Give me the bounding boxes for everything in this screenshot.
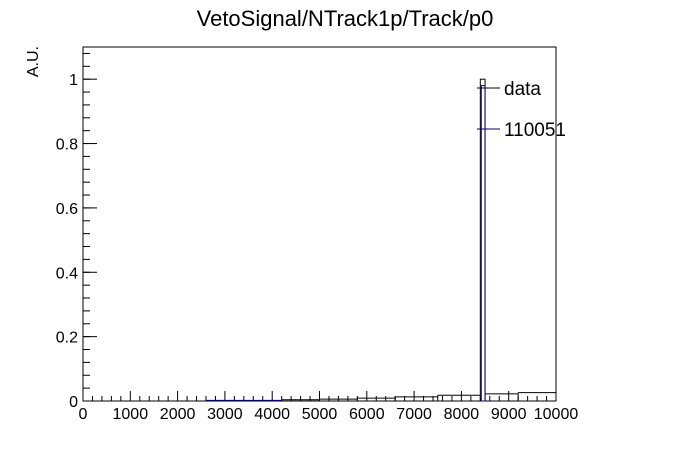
x-tick-label: 0: [79, 406, 88, 423]
x-tick-label: 6000: [349, 406, 385, 423]
x-tick-label: 10000: [534, 406, 579, 423]
x-tick-label: 8000: [444, 406, 480, 423]
y-axis-label: A.U.: [25, 46, 42, 77]
legend: data 110051: [477, 79, 566, 141]
x-tick-label: 5000: [302, 406, 338, 423]
x-axis-ticks: 0 1000 2000 3000 4000 5000 6000 7000 8000 9000 100…: [79, 391, 579, 423]
x-tick-label: 2000: [160, 406, 196, 423]
y-tick-label: 0.8: [56, 137, 78, 154]
y-tick-label: 0.4: [56, 265, 78, 282]
y-tick-label: 0.2: [56, 330, 78, 347]
y-tick-label: 0: [69, 394, 78, 411]
series-110051: [205, 85, 486, 402]
x-tick-label: 1000: [113, 406, 149, 423]
x-tick-label: 9000: [491, 406, 527, 423]
x-tick-label: 4000: [254, 406, 290, 423]
x-tick-label: 7000: [396, 406, 432, 423]
series-layer: [83, 78, 556, 402]
legend-label: data: [504, 79, 541, 100]
histogram-bin: [480, 85, 486, 402]
y-axis-ticks: 0 0.2 0.4 0.6 0.8 1: [56, 52, 97, 411]
y-tick-label: 1: [69, 72, 78, 89]
x-tick-label: 3000: [207, 406, 243, 423]
chart-title: VetoSignal/NTrack1p/Track/p0: [197, 6, 494, 31]
y-tick-label: 0.6: [56, 201, 78, 218]
legend-label: 110051: [504, 120, 566, 141]
